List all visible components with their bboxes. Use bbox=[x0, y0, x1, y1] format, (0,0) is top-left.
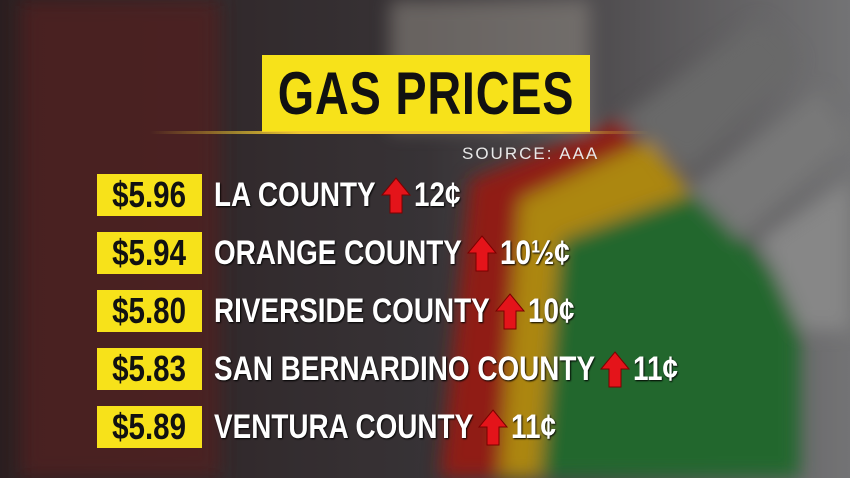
county: LA COUNTY bbox=[214, 175, 376, 214]
price-box: $5.89 bbox=[97, 406, 202, 448]
county: ORANGE COUNTY bbox=[214, 233, 462, 272]
price: $5.83 bbox=[112, 348, 187, 389]
source: SOURCE: AAA bbox=[462, 144, 600, 163]
price-box: $5.80 bbox=[97, 290, 202, 332]
price-box: $5.94 bbox=[97, 232, 202, 274]
up-arrow bbox=[599, 351, 630, 388]
up-arrow bbox=[380, 177, 411, 214]
divider bbox=[150, 131, 650, 134]
county: SAN BERNARDINO COUNTY bbox=[214, 349, 596, 388]
price: $5.89 bbox=[112, 406, 187, 447]
price: $5.96 bbox=[112, 174, 187, 215]
price: $5.80 bbox=[112, 290, 187, 331]
title-box: GAS PRICES bbox=[262, 55, 590, 132]
change: 11¢ bbox=[632, 349, 678, 388]
title: GAS PRICES bbox=[277, 60, 575, 127]
price-box: $5.83 bbox=[97, 348, 202, 390]
price-box: $5.96 bbox=[97, 174, 202, 216]
up-arrow bbox=[467, 235, 498, 272]
up-arrow bbox=[494, 293, 526, 330]
price: $5.94 bbox=[112, 232, 187, 273]
change: 11¢ bbox=[511, 407, 557, 446]
price-row: $5.83 SAN BERNARDINO COUNTY 11¢ bbox=[97, 348, 688, 390]
up-arrow bbox=[478, 409, 509, 446]
county: VENTURA COUNTY bbox=[214, 407, 474, 446]
change: 10½¢ bbox=[500, 233, 570, 272]
price-row: $5.80 RIVERSIDE COUNTY 10¢ bbox=[97, 290, 585, 332]
price-row: $5.96 LA COUNTY 12¢ bbox=[97, 174, 470, 216]
change: 12¢ bbox=[413, 175, 461, 214]
price-row: $5.89 VENTURA COUNTY 11¢ bbox=[97, 406, 566, 448]
county: RIVERSIDE COUNTY bbox=[214, 291, 490, 330]
change: 10¢ bbox=[528, 291, 575, 330]
price-row: $5.94 ORANGE COUNTY 10½¢ bbox=[97, 232, 585, 274]
